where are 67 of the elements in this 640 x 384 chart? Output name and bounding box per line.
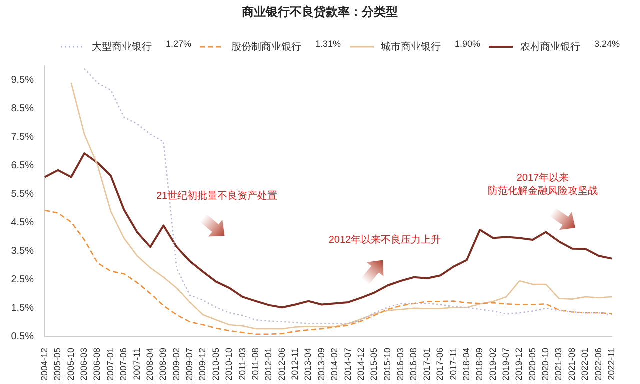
y-tick-label: 6.5% xyxy=(11,160,34,172)
x-tick-label: 2009-02 xyxy=(171,348,182,381)
y-tick-label: 4.5% xyxy=(11,218,34,229)
y-tick-label: 3.5% xyxy=(11,246,34,258)
x-tick-label: 2012-01 xyxy=(264,348,274,381)
x-tick-label: 2007-06 xyxy=(118,348,129,381)
x-tick-label: 2021-03 xyxy=(554,348,564,381)
x-tick-label: 2015-10 xyxy=(382,348,392,381)
x-tick-label: 2022-11 xyxy=(606,348,616,380)
x-tick-label: 2014-07 xyxy=(342,348,353,381)
legend-label: 大型商业银行 xyxy=(92,40,152,54)
x-tick-label: 2016-08 xyxy=(408,348,419,381)
y-tick-label: 9.5% xyxy=(11,75,34,86)
x-tick-label: 2021-08 xyxy=(566,348,577,381)
x-tick-label: 2012-11 xyxy=(290,348,300,380)
legend-label: 城市商业银行 xyxy=(380,40,441,54)
y-tick-label: 0.5% xyxy=(11,332,34,343)
x-tick-label: 2009-12 xyxy=(198,348,208,381)
text: 1.90% xyxy=(454,39,480,49)
x-tick-label: 2010-10 xyxy=(224,348,234,381)
y-tick-label: 8.5% xyxy=(11,104,34,115)
x-tick-label: 2008-04 xyxy=(144,348,155,381)
text: 1.31% xyxy=(315,39,342,49)
x-tick-label: 2009-07 xyxy=(184,348,195,381)
x-tick-label: 2007-01 xyxy=(105,348,116,381)
annotation: 21世纪初批量不良资产处置 xyxy=(155,190,279,203)
text: 1.27% xyxy=(166,39,192,49)
x-tick-label: 2011-03 xyxy=(237,348,248,380)
x-tick-label: 2006-03 xyxy=(79,348,90,381)
x-tick-label: 2005-05 xyxy=(52,348,63,381)
y-tick-label: 5.5% xyxy=(11,189,34,200)
x-tick-label: 2004-12 xyxy=(39,348,50,381)
y-tick-label: 7.5% xyxy=(11,132,34,144)
x-tick-label: 2020-10 xyxy=(540,348,551,381)
x-tick-label: 2022-06 xyxy=(593,348,604,381)
x-tick-label: 2012-06 xyxy=(276,348,287,381)
x-tick-label: 2019-07 xyxy=(500,348,511,381)
x-tick-label: 2014-02 xyxy=(330,348,340,381)
x-tick-label: 2018-04 xyxy=(461,348,472,381)
x-tick-label: 2006-08 xyxy=(92,348,102,381)
x-tick-label: 2020-05 xyxy=(527,348,538,381)
x-tick-label: 2019-02 xyxy=(488,348,498,381)
x-tick-label: 2016-03 xyxy=(396,348,406,381)
annotation: 2012年以来不良压力上升 xyxy=(328,234,442,247)
x-tick-label: 2019-12 xyxy=(514,348,524,381)
legend-label: 股份制商业银行 xyxy=(231,40,302,54)
x-tick-label: 2015-05 xyxy=(369,348,380,381)
legend-label: 农村商业银行 xyxy=(520,40,580,54)
chart-title: 商业银行不良贷款率：分类型 xyxy=(241,4,399,21)
text: 3.24% xyxy=(594,39,620,49)
x-tick-label: 2011-08 xyxy=(250,348,260,380)
x-tick-label: 2008-09 xyxy=(158,348,168,381)
x-tick-label: 2017-01 xyxy=(422,348,432,381)
x-tick-label: 2005-10 xyxy=(66,348,76,381)
x-tick-label: 2010-05 xyxy=(210,348,221,381)
y-tick-label: 2.5% xyxy=(11,274,34,286)
x-tick-label: 2007-11 xyxy=(132,348,142,380)
y-tick-label: 1.5% xyxy=(11,303,34,314)
x-tick-label: 2022-01 xyxy=(580,348,590,381)
annotation: 防范化解金融风险攻坚战 xyxy=(487,185,599,198)
x-tick-label: 2018-09 xyxy=(474,348,485,381)
x-tick-label: 2014-12 xyxy=(356,348,366,381)
x-tick-label: 2013-09 xyxy=(316,348,326,381)
x-tick-label: 2013-04 xyxy=(303,348,314,381)
annotation: 2017年以来 xyxy=(516,172,570,185)
x-tick-label: 2017-11 xyxy=(448,348,458,380)
x-tick-label: 2017-06 xyxy=(435,348,446,381)
